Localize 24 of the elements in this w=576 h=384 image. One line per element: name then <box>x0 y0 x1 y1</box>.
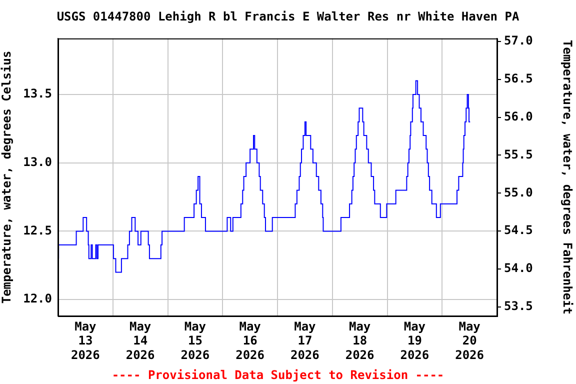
y2-axis-title: Temperature, water, degrees Fahrenheit <box>560 40 575 314</box>
y2-tick-label: 53.5 <box>504 299 533 314</box>
y2-tick-label: 54.5 <box>504 223 533 238</box>
y2-tick-label: 56.5 <box>504 71 533 86</box>
y-tick-label: 12.5 <box>23 223 52 238</box>
y-tick-label: 13.0 <box>23 154 52 169</box>
chart-title: USGS 01447800 Lehigh R bl Francis E Walter Res nr White Haven PA <box>56 9 520 24</box>
y2-tick-label: 57.0 <box>504 34 533 48</box>
y2-tick-label: 55.0 <box>504 185 533 200</box>
x-tick-label: May 16 2026 <box>236 319 265 362</box>
x-tick-label: May 13 2026 <box>70 319 100 362</box>
x-tick-label: May 19 2026 <box>400 319 430 362</box>
y2-tick-label: 56.0 <box>504 109 533 124</box>
x-tick-label: May 14 2026 <box>126 319 155 362</box>
x-tick-label: May 20 2026 <box>455 319 484 362</box>
x-tick-label: May 18 2026 <box>345 319 374 362</box>
y2-tick-label: 54.0 <box>504 261 533 276</box>
y2-tick-label: 55.5 <box>504 147 533 162</box>
x-tick-label: May 15 2026 <box>180 319 210 362</box>
y-tick-label: 13.5 <box>23 86 52 101</box>
y-axis-title: Temperature, water, degrees Celsius <box>0 50 14 304</box>
y-tick-label: 12.0 <box>23 292 52 306</box>
text: ---- Provisional Data Subject to Revision ---- <box>112 368 444 382</box>
x-tick-label: May 17 2026 <box>290 319 320 362</box>
